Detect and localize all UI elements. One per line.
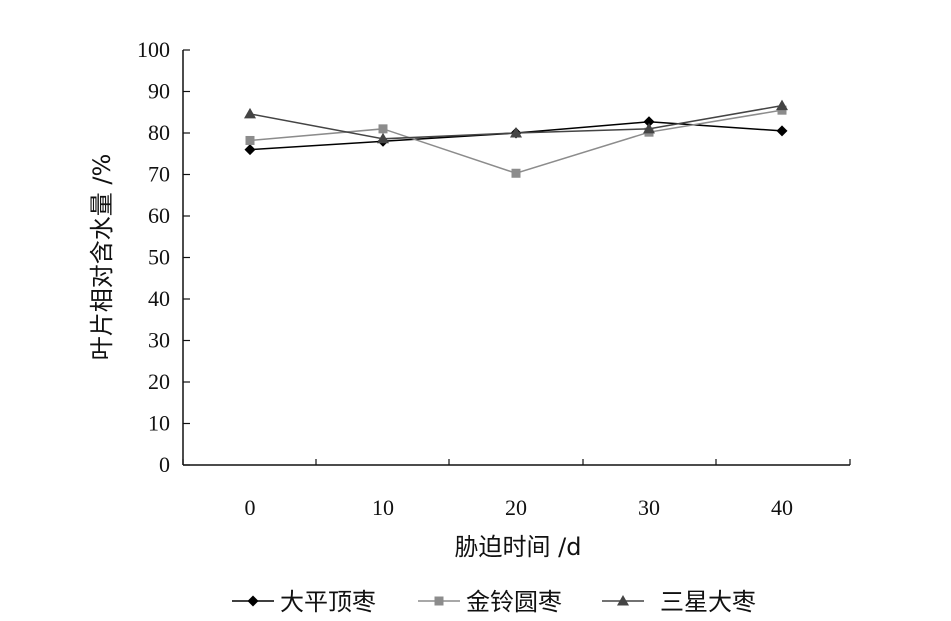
data-point [510, 127, 522, 138]
legend-marker [434, 596, 444, 606]
y-tick-label: 30 [148, 328, 170, 353]
legend-label: 三星大枣 [660, 588, 756, 616]
x-tick-label: 0 [245, 495, 256, 520]
y-tick-label: 70 [148, 162, 170, 187]
x-tick-label: 20 [505, 495, 527, 520]
y-tick-label: 0 [159, 452, 170, 477]
series-layer [244, 99, 788, 178]
y-tick-label: 40 [148, 286, 170, 311]
data-point [378, 124, 388, 134]
series-3 [244, 99, 788, 144]
y-axis-label: 叶片相对含水量 /% [88, 154, 116, 361]
legend: 大平顶枣 金铃圆枣 三星大枣 [232, 588, 756, 616]
data-point [643, 122, 655, 134]
y-tick-label: 20 [148, 369, 170, 394]
y-tick-label: 10 [148, 411, 170, 436]
data-point [643, 116, 655, 128]
data-point [776, 125, 788, 137]
axes [182, 50, 850, 466]
x-tick-label: 10 [372, 495, 394, 520]
data-point [377, 132, 389, 144]
data-point [511, 168, 521, 178]
y-axis-ticks: 0 10 20 30 40 50 60 70 80 90 100 [137, 37, 190, 477]
data-point [245, 135, 255, 145]
data-point [776, 99, 788, 111]
legend-item-2: 金铃圆枣 [418, 588, 562, 616]
x-axis-ticks: 0 10 20 30 40 [182, 459, 851, 520]
x-axis-label: 胁迫时间 /d [455, 533, 582, 561]
legend-label: 金铃圆枣 [466, 588, 562, 616]
y-tick-label: 100 [137, 37, 170, 62]
legend-item-3: 三星大枣 [602, 588, 756, 616]
x-tick-label: 30 [638, 495, 660, 520]
legend-item-1: 大平顶枣 [232, 588, 376, 616]
legend-marker [617, 595, 629, 606]
data-point [244, 107, 256, 119]
series-2 [245, 105, 787, 178]
y-tick-label: 90 [148, 79, 170, 104]
data-point [777, 105, 787, 115]
x-tick-label: 40 [771, 495, 793, 520]
y-tick-label: 50 [148, 245, 170, 270]
y-tick-label: 60 [148, 203, 170, 228]
y-tick-label: 80 [148, 120, 170, 145]
legend-label: 大平顶枣 [280, 588, 376, 616]
data-point [244, 144, 256, 156]
legend-marker [247, 595, 259, 607]
